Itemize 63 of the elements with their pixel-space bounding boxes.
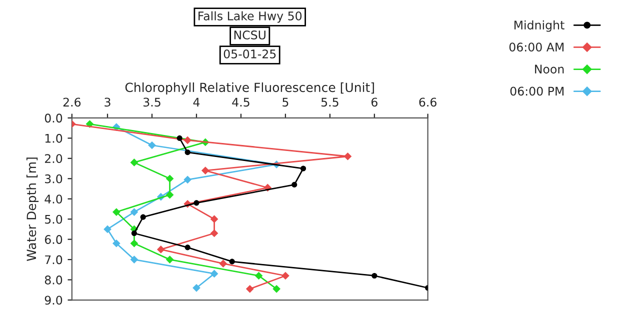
x-tick-label: 4.5 <box>232 98 250 107</box>
legend-label: Midnight <box>514 20 564 32</box>
point <box>184 136 192 144</box>
point <box>166 190 174 199</box>
y-tick-label: 8.0 <box>44 276 62 284</box>
point <box>372 272 378 279</box>
point <box>130 239 138 248</box>
y-tick-label: 1.0 <box>45 134 62 143</box>
x-tick-label: 5 <box>282 98 288 107</box>
point <box>140 214 146 220</box>
point <box>219 260 228 268</box>
point <box>184 176 192 184</box>
y-tick-label: 5.0 <box>45 214 62 224</box>
point <box>282 272 290 280</box>
point <box>166 256 174 264</box>
point <box>166 174 174 183</box>
legend-label: 06:00 AM <box>509 42 564 52</box>
point <box>131 230 137 236</box>
point <box>176 135 182 141</box>
x-tick-label: 5.5 <box>321 98 338 107</box>
x-tick-label: 6 <box>371 98 378 107</box>
y-tick-label: 7.0 <box>45 255 62 264</box>
point <box>254 272 263 280</box>
point <box>112 239 120 248</box>
y-tick-label: 3.0 <box>45 174 62 184</box>
point <box>192 284 200 292</box>
point <box>210 215 218 224</box>
legend-label: Noon <box>535 64 564 74</box>
point <box>201 166 210 174</box>
point <box>194 200 200 206</box>
point <box>210 270 218 278</box>
point <box>300 166 306 172</box>
point <box>292 182 298 188</box>
point <box>184 244 190 250</box>
y-tick-label: 9.0 <box>44 296 62 305</box>
point <box>156 246 165 254</box>
x-axis-title: Chlorophyll Relative Fluorescence [Unit] <box>125 82 374 95</box>
chart-title: Falls Lake Hwy 50 <box>198 11 302 23</box>
chart-subtitle: NCSU <box>234 30 266 40</box>
point <box>184 150 190 156</box>
point <box>210 229 218 238</box>
point <box>148 141 156 150</box>
y-tick-label: 0.0 <box>44 114 62 123</box>
y-tick-label: 4.0 <box>44 194 62 204</box>
point <box>130 208 138 216</box>
y-axis-title: Water Depth [m] <box>26 158 39 262</box>
x-tick-label: 4 <box>193 98 200 106</box>
point <box>104 225 112 234</box>
point <box>130 256 138 264</box>
x-tick-label: 6.6 <box>419 98 436 107</box>
text: 05-01-25 <box>224 49 276 58</box>
y-tick-label: 6.0 <box>44 235 62 244</box>
point <box>246 284 254 293</box>
point <box>112 208 120 216</box>
x-tick-label: 3.5 <box>144 98 160 107</box>
x-tick-label: 2.6 <box>63 98 81 107</box>
point <box>272 284 280 293</box>
point <box>130 158 138 166</box>
x-tick-label: 3 <box>104 98 110 107</box>
y-tick-label: 2.0 <box>44 154 62 164</box>
point <box>229 258 235 264</box>
point <box>344 152 352 160</box>
legend-label: 06:00 PM <box>510 86 564 96</box>
